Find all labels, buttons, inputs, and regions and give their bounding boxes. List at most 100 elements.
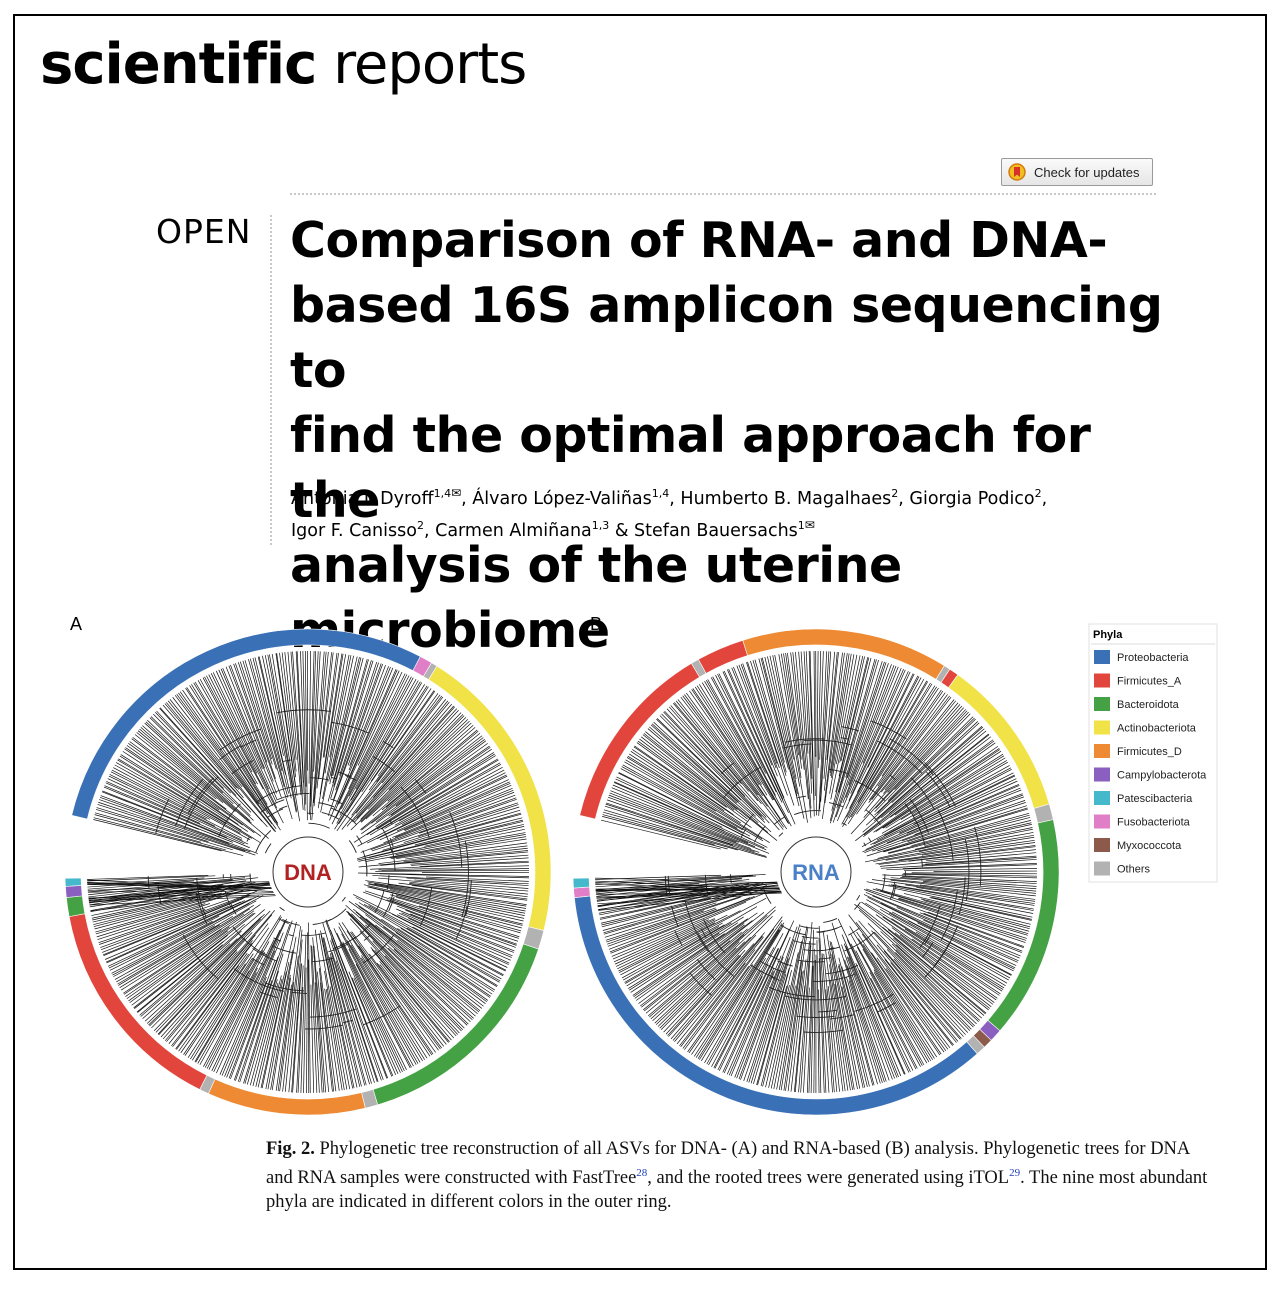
tree-branch	[404, 784, 512, 832]
tree-branch	[279, 981, 295, 1092]
tree-branch	[395, 894, 522, 929]
tree-branch	[863, 894, 1017, 966]
tree-branch	[216, 918, 287, 1074]
check-for-updates-button[interactable]: Check for updates	[1001, 158, 1153, 186]
tree-branch	[882, 807, 1028, 853]
tree-internal-branch	[829, 768, 849, 775]
tree-branch	[901, 873, 1037, 879]
tree-branch	[353, 752, 495, 843]
author-name[interactable]: Antonia I. Dyroff	[291, 488, 434, 509]
tree-branch	[212, 672, 270, 790]
tree-branch	[746, 662, 795, 806]
tree-branch	[641, 912, 765, 1008]
author-name[interactable]: Stefan Bauersachs	[634, 520, 798, 541]
tree-branch	[153, 713, 231, 794]
tree-branch	[890, 962, 957, 1043]
tree-branch	[688, 919, 783, 1054]
tree-internal-branch	[233, 968, 285, 992]
author-name[interactable]: Humberto B. Magalhaes	[680, 488, 892, 509]
tree-branch	[916, 887, 1035, 906]
tree-branch	[673, 703, 742, 785]
tree-branch	[875, 914, 997, 1001]
tree-branch	[603, 890, 749, 934]
tree-branch	[106, 901, 241, 963]
tree-branch	[898, 839, 1035, 861]
tree-internal-branch	[904, 803, 926, 848]
tree-branch	[617, 914, 728, 970]
tree-internal-branch	[301, 932, 326, 936]
tree-branch	[328, 956, 362, 1087]
tree-branch	[877, 718, 976, 814]
author-name[interactable]: Álvaro López-Valiñas	[472, 488, 652, 509]
tree-branch	[880, 902, 1016, 969]
tree-branch	[341, 699, 447, 830]
tree-branch	[899, 934, 994, 1005]
tree-branch	[700, 925, 784, 1062]
reference-link[interactable]: 29	[1009, 1167, 1021, 1179]
tree-branch	[257, 921, 297, 1088]
tree-branch	[877, 800, 1026, 852]
tree-branch	[309, 651, 315, 815]
tree-branch	[357, 819, 523, 861]
tree-branch	[873, 775, 1016, 845]
tree-branch	[728, 668, 785, 798]
tree-branch	[845, 666, 899, 798]
journal-logo[interactable]: scientific reports	[40, 32, 527, 97]
legend-label: Bacteroidota	[1117, 699, 1180, 711]
tree-internal-branch	[273, 937, 282, 942]
tree-branch	[650, 724, 772, 833]
tree-branch	[389, 900, 517, 945]
tree-branch	[885, 753, 1004, 829]
tree-branch	[338, 922, 423, 1062]
tree-internal-branch	[926, 771, 951, 808]
tree-branch	[95, 889, 246, 933]
tree-branch	[826, 651, 838, 760]
tree-branch	[816, 940, 820, 1093]
tree-branch	[218, 669, 263, 769]
tree-branch	[834, 983, 853, 1091]
tree-branch	[911, 938, 998, 999]
tree-branch	[322, 652, 338, 758]
tree-branch	[649, 934, 745, 1018]
tree-branch	[381, 729, 478, 811]
tree-branch	[384, 955, 458, 1035]
tree-internal-branch	[278, 805, 288, 810]
tree-branch	[351, 696, 444, 816]
email-icon[interactable]: ✉	[804, 517, 815, 532]
tree-branch	[368, 821, 524, 858]
tree-branch	[92, 890, 225, 921]
tree-branch	[624, 924, 725, 983]
tree-internal-branch	[723, 766, 762, 798]
tree-branch	[657, 941, 746, 1027]
email-icon[interactable]: ✉	[451, 486, 462, 500]
author-name[interactable]: Giorgia Podico	[909, 488, 1035, 509]
tree-internal-branch	[219, 745, 242, 761]
author-name[interactable]: Carmen Almiñana	[435, 520, 592, 541]
tree-branch	[103, 898, 244, 956]
tree-branch	[898, 897, 1027, 939]
tree-branch	[809, 651, 815, 801]
tree-branch	[895, 952, 972, 1030]
legend-label: Actinobacteriota	[1117, 723, 1197, 735]
title-line: analysis of the uterine microbiome	[290, 537, 902, 659]
tree-branch	[858, 938, 935, 1059]
tree-branch	[235, 663, 276, 779]
tree-branch	[176, 965, 239, 1050]
tree-branch	[894, 887, 1033, 918]
tree-branch	[164, 703, 237, 789]
tree-branch	[929, 897, 1032, 921]
tree-branch	[336, 932, 403, 1072]
tree-internal-branch	[400, 786, 430, 839]
tree-branch	[365, 880, 527, 905]
tree-internal-branch	[318, 802, 335, 808]
tree-branch	[105, 782, 245, 845]
tree-branch	[258, 656, 292, 799]
tree-branch	[865, 902, 1004, 990]
tree-branch	[106, 900, 245, 964]
tree-branch	[126, 926, 230, 999]
tree-branch	[842, 665, 897, 803]
reference-link[interactable]: 28	[636, 1167, 648, 1179]
author-name[interactable]: Igor F. Canisso	[291, 520, 417, 541]
legend-label: Fusobacteriota	[1117, 817, 1191, 829]
tree-branch	[893, 937, 985, 1016]
